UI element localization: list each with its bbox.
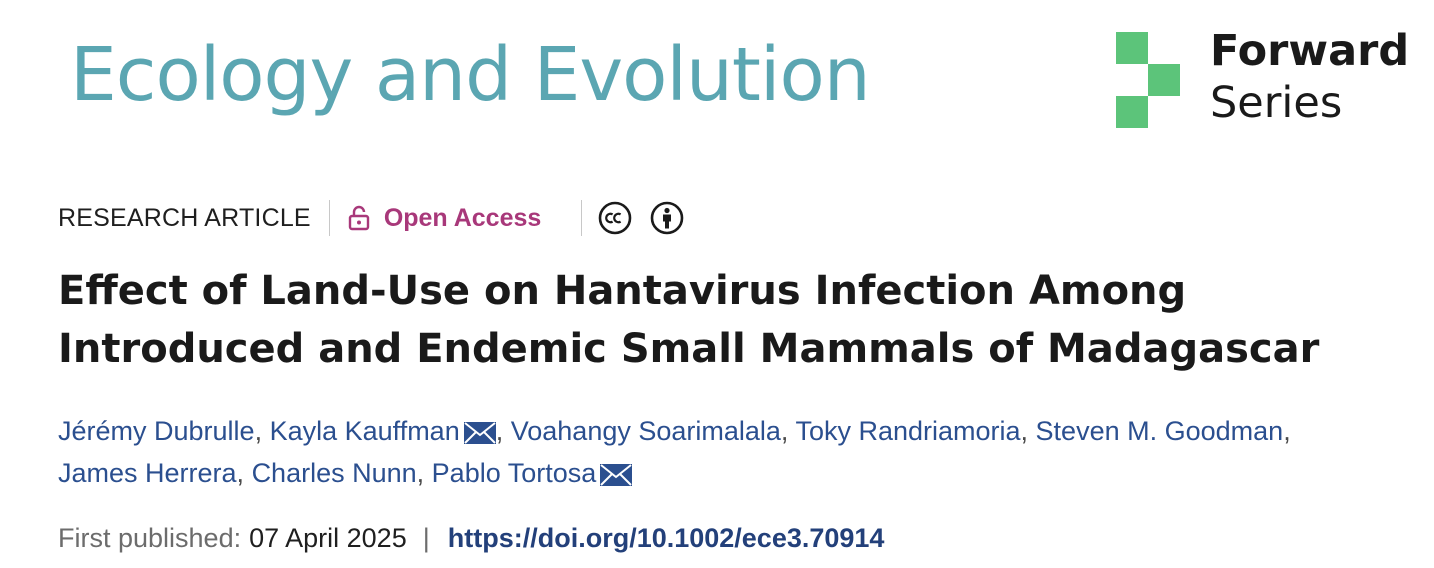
logo-square-middle (1148, 64, 1180, 96)
attribution-icon[interactable] (650, 201, 684, 235)
pipe-separator: | (422, 522, 430, 553)
meta-divider (328, 200, 330, 236)
doi-link[interactable]: https://doi.org/10.1002/ece3.70914 (447, 522, 885, 553)
author-link[interactable]: Steven M. Goodman (1035, 416, 1284, 446)
journal-title[interactable]: Ecology and Evolution (70, 32, 871, 118)
logo-square-bottom (1116, 96, 1148, 128)
logo-square-top (1116, 32, 1148, 64)
open-access-link[interactable]: Open Access (348, 204, 541, 233)
series-logo-line-2: Series (1210, 78, 1343, 128)
author-list: Jérémy Dubrulle, Kayla Kauffman, Voahang… (58, 416, 1291, 488)
author-link[interactable]: Kayla Kauffman (269, 416, 460, 446)
publication-info: First published: 07 April 2025 | https:/… (58, 518, 884, 558)
meta-divider (581, 200, 583, 236)
email-icon[interactable] (600, 464, 633, 486)
author-link[interactable]: Charles Nunn (251, 458, 417, 488)
author-link[interactable]: Jérémy Dubrulle (58, 416, 255, 446)
author-link[interactable]: Pablo Tortosa (431, 458, 597, 488)
article-meta-row: RESEARCH ARTICLE Open Access (58, 198, 702, 238)
cc-icon[interactable] (598, 201, 632, 235)
author-link[interactable]: James Herrera (58, 458, 237, 488)
article-type-label: RESEARCH ARTICLE (58, 203, 311, 232)
first-published-label: First published: (58, 522, 242, 553)
author-link[interactable]: Toky Randriamoria (795, 416, 1021, 446)
forward-series-logo[interactable]: Forward Series (1114, 30, 1414, 130)
email-icon[interactable] (463, 422, 496, 444)
article-title: Effect of Land-Use on Hantavirus Infecti… (58, 268, 1320, 372)
lock-icon (348, 205, 370, 231)
author-link[interactable]: Voahangy Soarimalala (510, 416, 781, 446)
publication-date: 07 April 2025 (249, 522, 407, 553)
series-logo-line-1: Forward (1210, 26, 1410, 76)
open-access-label: Open Access (383, 203, 542, 232)
